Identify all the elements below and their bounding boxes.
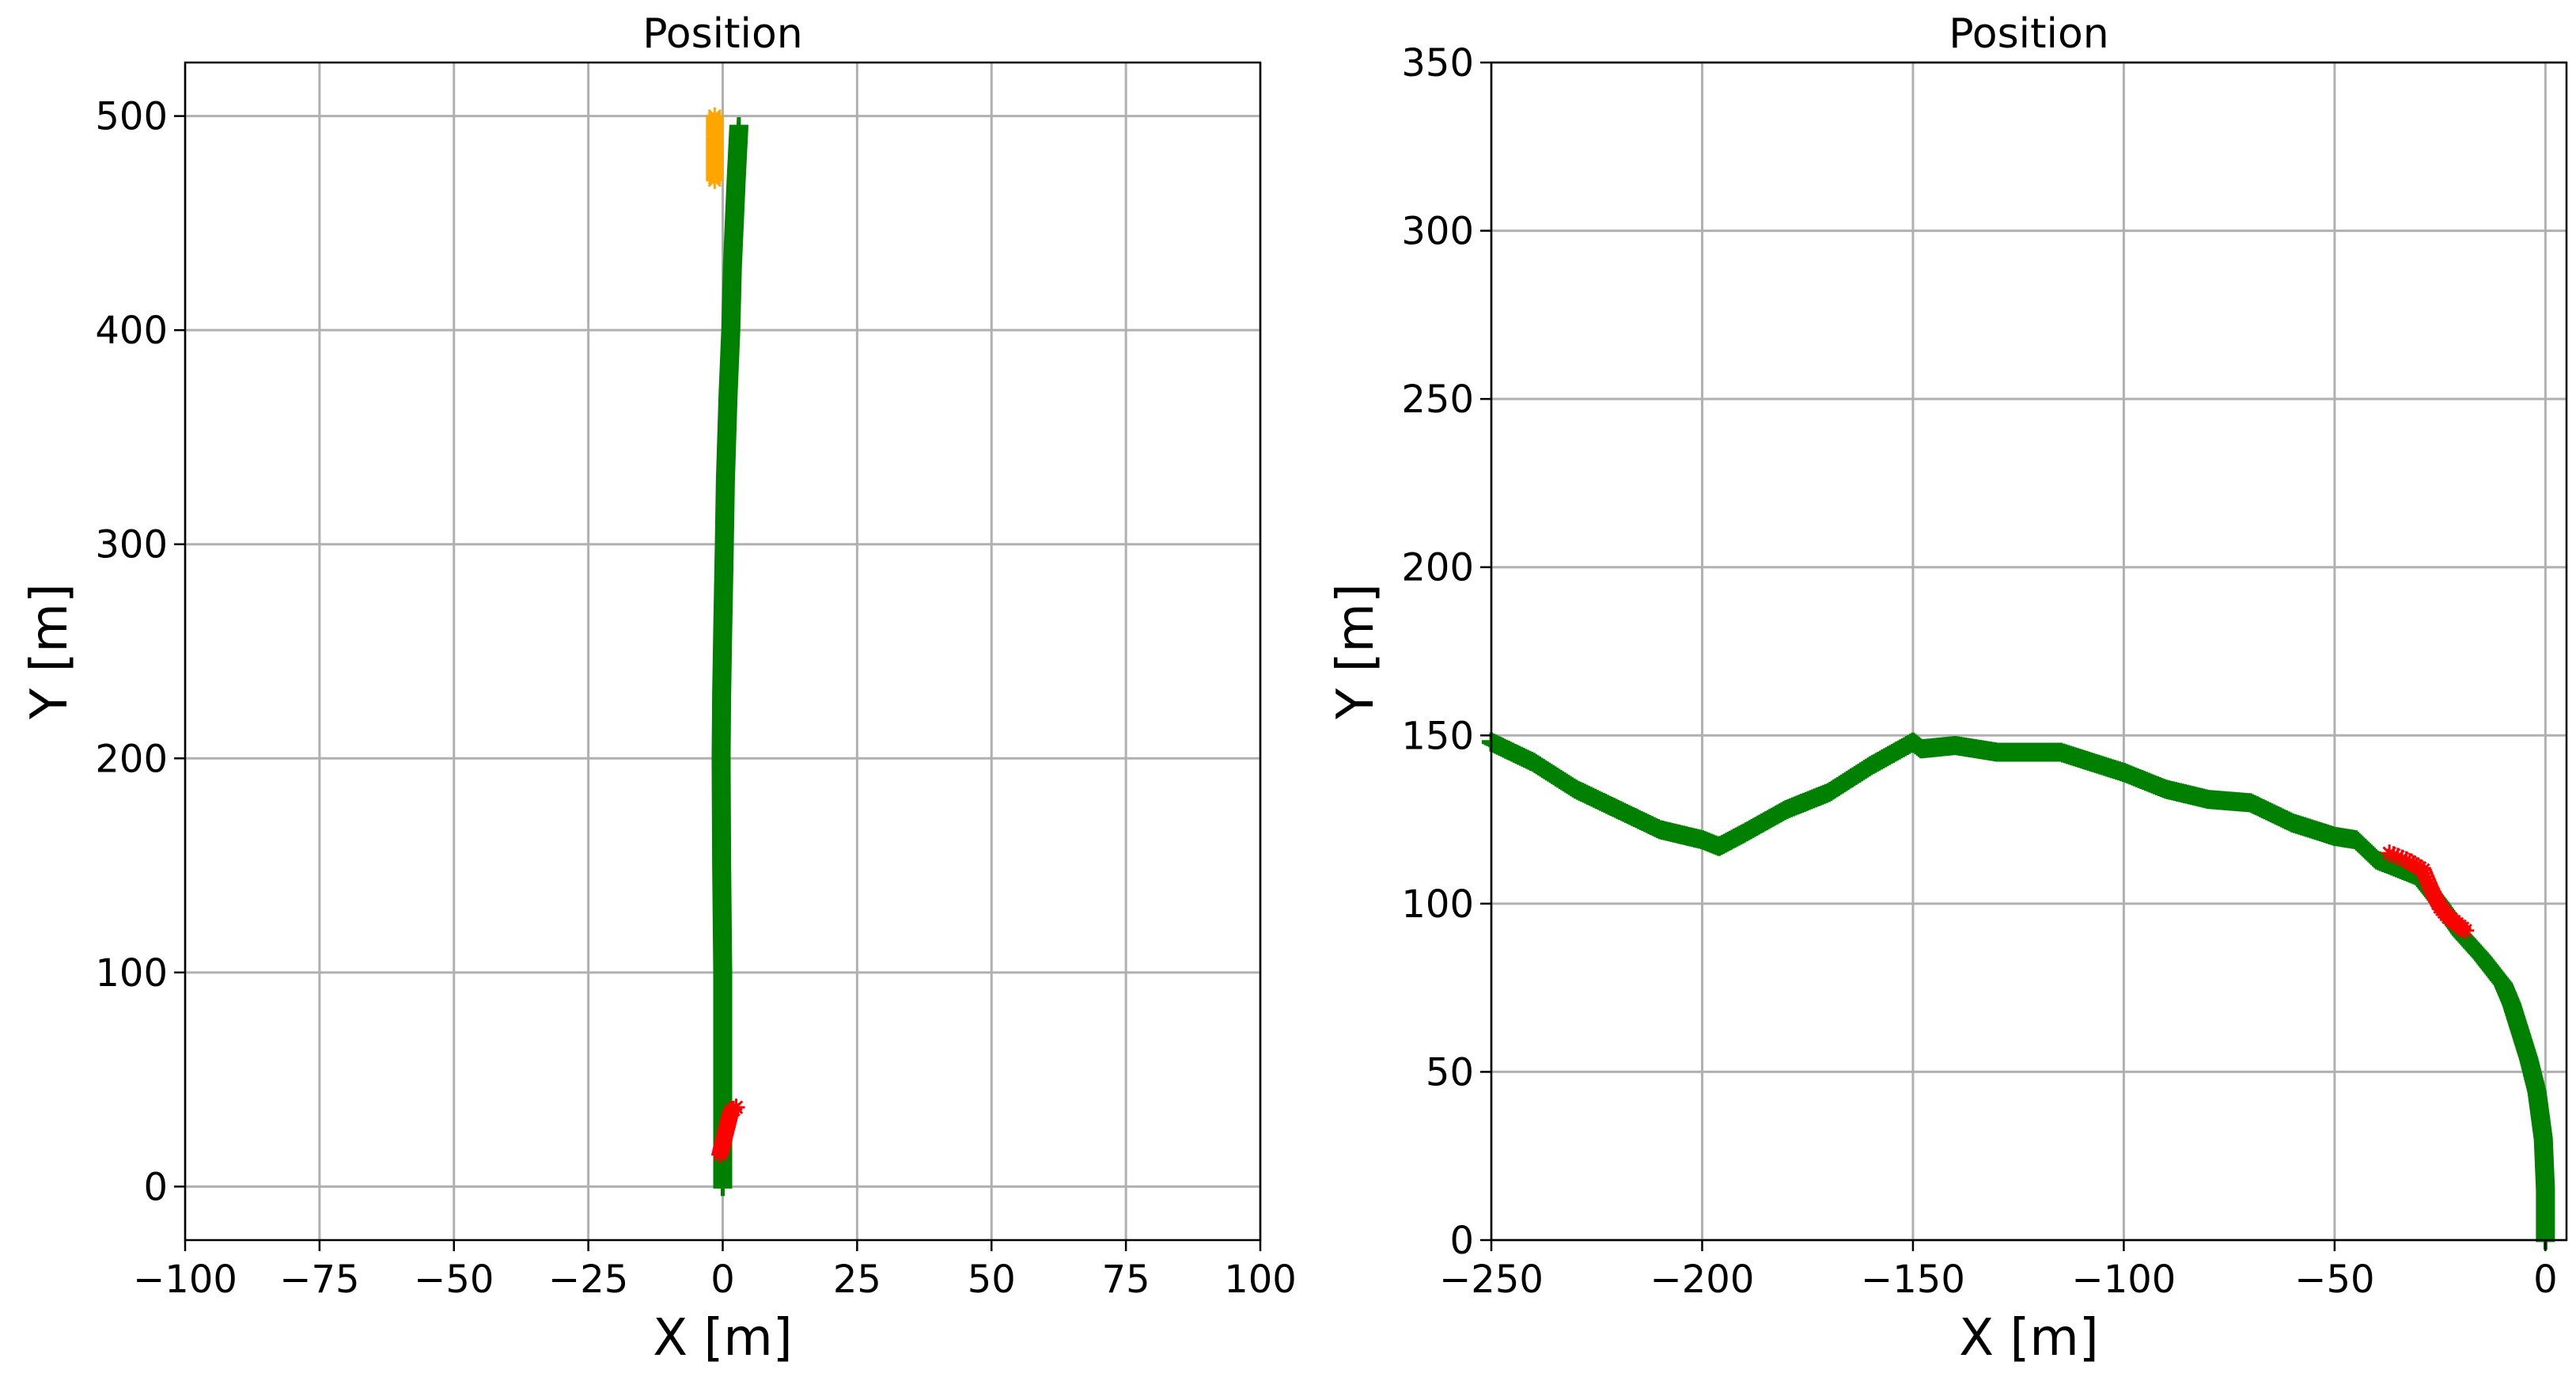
x-tick-label: −50 [414, 1258, 494, 1302]
x-tick-label: 25 [833, 1258, 881, 1302]
x-tick-label: 100 [1224, 1258, 1297, 1302]
series-2 [706, 107, 724, 189]
x-tick-label: 0 [710, 1258, 735, 1302]
y-tick-label: 100 [95, 951, 168, 996]
x-tick-label: −50 [2294, 1258, 2374, 1302]
x-tick-label: −200 [1650, 1258, 1755, 1302]
data-point-markers [1482, 732, 2555, 1250]
y-tick-label: 250 [1401, 377, 1474, 422]
data-point-markers [706, 107, 724, 189]
x-tick-label: −75 [279, 1258, 359, 1302]
y-tick-label: 300 [1401, 210, 1474, 254]
y-axis-label: Y [m] [1327, 583, 1385, 720]
chart-title: Position [1949, 10, 2108, 58]
right-position-plot: −250 −200 −150 −100 −50 0 0 50 100 150 200 250 300 35… [1327, 10, 2568, 1368]
chart-title: Position [642, 10, 802, 58]
data-point-markers [711, 1098, 745, 1163]
series-1 [711, 1098, 745, 1163]
y-tick-label: 50 [1426, 1050, 1474, 1094]
y-tick-label: 400 [95, 309, 168, 353]
y-tick-label: 500 [95, 95, 168, 139]
y-tick-label: 350 [1401, 41, 1474, 85]
left-position-plot: −100 −75 −50 −25 0 25 50 75 100 0 100 200 300 400 500 P… [21, 10, 1297, 1368]
y-axis-label: Y [m] [21, 583, 79, 720]
x-tick-label: −25 [548, 1258, 628, 1302]
x-tick-label: 75 [1102, 1258, 1150, 1302]
series-0 [711, 117, 748, 1197]
x-tick-label: −100 [133, 1258, 237, 1302]
y-tick-label: 150 [1401, 714, 1474, 758]
series-1 [2381, 844, 2475, 939]
y-tick-label: 0 [143, 1165, 168, 1209]
x-axis-label: X [m] [653, 1309, 792, 1368]
x-tick-label: 0 [2533, 1258, 2558, 1302]
y-tick-label: 200 [95, 737, 168, 781]
data-point-markers [2381, 844, 2475, 939]
x-tick-label: 50 [968, 1258, 1016, 1302]
y-tick-label: 200 [1401, 546, 1474, 590]
x-tick-label: −100 [2071, 1258, 2176, 1302]
x-tick-label: −150 [1861, 1258, 1965, 1302]
x-tick-label: −250 [1439, 1258, 1544, 1302]
y-tick-label: 0 [1449, 1219, 1474, 1263]
x-axis-label: X [m] [1959, 1309, 2098, 1368]
series-0 [1482, 732, 2555, 1250]
y-tick-label: 300 [95, 523, 168, 567]
y-tick-label: 100 [1401, 882, 1474, 927]
data-point-markers [711, 117, 748, 1197]
plot-frame [1490, 61, 2568, 1242]
